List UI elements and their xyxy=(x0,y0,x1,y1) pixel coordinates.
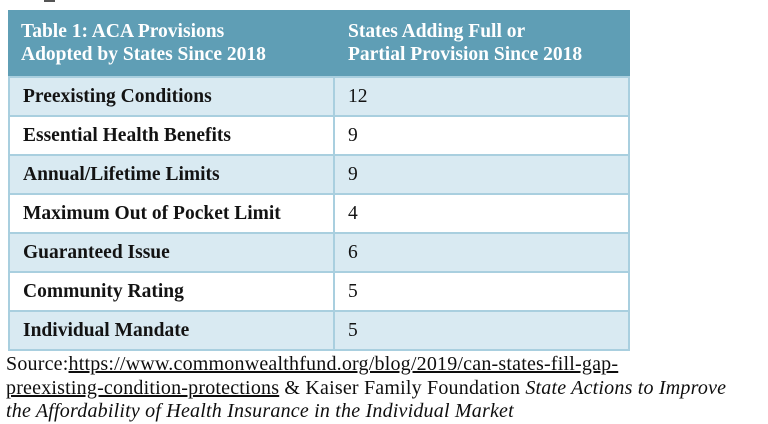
row-value: 5 xyxy=(348,280,358,302)
aca-provisions-table: Table 1: ACA Provisions Adopted by State… xyxy=(8,10,630,351)
header-line-2: Adopted by States Since 2018 xyxy=(21,44,266,65)
source-link-line1[interactable]: https://www.commonwealthfund.org/blog/20… xyxy=(68,353,619,375)
row-value: 4 xyxy=(348,202,358,224)
row-label: Community Rating xyxy=(10,273,335,310)
table-header-states-count: States Adding Full or Partial Provision … xyxy=(335,20,630,66)
row-value: 9 xyxy=(348,163,358,185)
row-value: 5 xyxy=(348,319,358,341)
source-note: Source:https://www.commonwealthfund.org/… xyxy=(6,353,766,424)
row-label: Essential Health Benefits xyxy=(10,117,335,154)
header-line-2: Partial Provision Since 2018 xyxy=(348,44,583,65)
source-citation-title-line2: the Affordability of Health Insurance in… xyxy=(6,400,514,422)
table-row: Guaranteed Issue 6 xyxy=(10,234,628,273)
table-header-provisions: Table 1: ACA Provisions Adopted by State… xyxy=(8,20,335,66)
row-value: 9 xyxy=(348,124,358,146)
header-line-1: Table 1: ACA Provisions xyxy=(21,21,225,42)
row-label: Maximum Out of Pocket Limit xyxy=(10,195,335,232)
source-middle-text: & Kaiser Family Foundation xyxy=(279,376,526,399)
header-line-1: States Adding Full or xyxy=(348,21,526,42)
table-row: Individual Mandate 5 xyxy=(10,312,628,351)
table-body: Preexisting Conditions 12 Essential Heal… xyxy=(8,76,630,351)
table-row: Maximum Out of Pocket Limit 4 xyxy=(10,195,628,234)
row-label: Guaranteed Issue xyxy=(10,234,335,271)
source-label: Source: xyxy=(6,353,69,375)
row-label: Individual Mandate xyxy=(10,312,335,349)
table-row: Community Rating 5 xyxy=(10,273,628,312)
row-label: Preexisting Conditions xyxy=(10,78,335,115)
table-row: Annual/Lifetime Limits 9 xyxy=(10,156,628,195)
row-label: Annual/Lifetime Limits xyxy=(10,156,335,193)
source-citation-title-line1: State Actions to Improve xyxy=(525,376,727,399)
table-row: Essential Health Benefits 9 xyxy=(10,117,628,156)
row-value: 12 xyxy=(348,85,368,107)
row-value: 6 xyxy=(348,241,358,263)
table-row: Preexisting Conditions 12 xyxy=(10,78,628,117)
clipped-text-artifact xyxy=(44,0,55,2)
table-header-row: Table 1: ACA Provisions Adopted by State… xyxy=(8,10,630,76)
source-link-line2[interactable]: preexisting-condition-protections xyxy=(6,376,280,399)
